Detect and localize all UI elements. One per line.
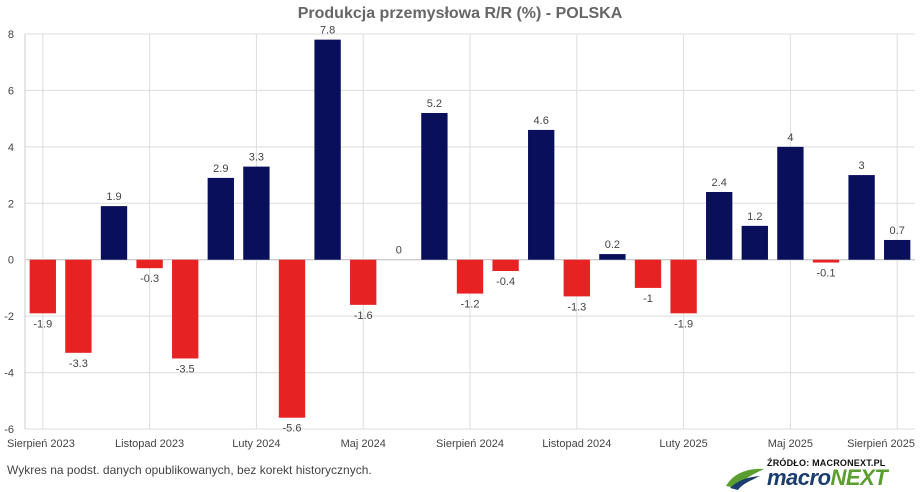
- bar-2025-06[interactable]: [812, 259, 840, 263]
- brand-wordmark-part2: NEXT: [830, 465, 888, 490]
- x-tick-label: Maj 2025: [768, 438, 813, 450]
- x-tick-label: Sierpień 2025: [847, 438, 915, 450]
- x-tick-label: Luty 2025: [659, 438, 707, 450]
- value-label: 2.9: [213, 163, 228, 175]
- chart-title: Produkcja przemysłowa R/R (%) - POLSKA: [297, 5, 623, 22]
- bar-2023-11[interactable]: [136, 259, 163, 269]
- bar-2024-11[interactable]: [563, 259, 590, 297]
- value-label: -1.6: [354, 310, 373, 322]
- bar-2025-01[interactable]: [634, 259, 662, 288]
- y-tick-label: 0: [8, 255, 14, 267]
- value-label: 0.7: [890, 225, 905, 237]
- source-label: ŹRÓDŁO: MACRONEXT.PL: [767, 458, 886, 468]
- y-tick-label: -4: [4, 368, 14, 380]
- value-label: -0.1: [817, 268, 836, 280]
- x-tick-label: Listopad 2023: [115, 438, 184, 450]
- value-label: 3: [859, 160, 865, 172]
- bar-2025-04[interactable]: [741, 225, 768, 260]
- bar-2025-07[interactable]: [848, 175, 875, 260]
- y-tick-label: -2: [4, 311, 14, 323]
- value-label: 0: [396, 245, 402, 257]
- value-label: -5.6: [283, 423, 302, 435]
- bar-2024-05[interactable]: [350, 259, 377, 305]
- bar-2023-08[interactable]: [29, 259, 56, 314]
- x-tick-label: Sierpień 2024: [436, 438, 504, 450]
- value-label: 5.2: [427, 98, 442, 110]
- bar-2024-02[interactable]: [243, 166, 270, 260]
- value-label: -1.9: [674, 318, 693, 330]
- value-label: -3.5: [176, 363, 195, 375]
- bar-2025-05[interactable]: [777, 146, 804, 260]
- grid-layer: [25, 33, 915, 430]
- value-label: -1.2: [461, 299, 480, 311]
- value-label: 4.6: [534, 115, 549, 127]
- bar-2024-09[interactable]: [492, 259, 519, 271]
- x-tick-label: Listopad 2024: [542, 438, 611, 450]
- bar-2024-08[interactable]: [456, 259, 484, 294]
- value-label: 4: [787, 132, 793, 144]
- value-label: 1.2: [747, 211, 762, 223]
- value-label: 0.2: [605, 239, 620, 251]
- bar-2024-10[interactable]: [528, 129, 555, 260]
- macronext-leaf-icon: [726, 468, 764, 490]
- bar-2025-02[interactable]: [670, 259, 697, 314]
- value-label: -1: [643, 293, 653, 305]
- y-tick-label: 6: [8, 85, 14, 97]
- y-tick-label: -6: [4, 424, 14, 436]
- y-tick-label: 4: [8, 142, 14, 154]
- value-label: 3.3: [249, 152, 264, 164]
- bar-layer: [29, 39, 911, 418]
- label-layer: -1.9 -3.3 1.9 -0.3 -3.5 2.9 3.3 -5.6 7.8 -1.6 0 5.2…: [33, 25, 905, 435]
- brand-wordmark: macroNEXT: [767, 465, 888, 491]
- macronext-logo: macroNEXT: [724, 465, 914, 492]
- bar-2024-01[interactable]: [207, 177, 234, 260]
- bar-2023-10[interactable]: [100, 206, 128, 260]
- x-tick-label: Sierpień 2023: [7, 438, 75, 450]
- value-label: -0.3: [140, 273, 159, 285]
- bar-2025-08[interactable]: [884, 239, 911, 260]
- bar-2024-12[interactable]: [599, 254, 626, 260]
- value-label: 1.9: [106, 191, 121, 203]
- x-tick-label: Maj 2024: [341, 438, 386, 450]
- bar-2023-12[interactable]: [172, 259, 199, 359]
- value-label: 7.8: [320, 25, 335, 37]
- bar-2024-04[interactable]: [314, 39, 341, 260]
- bar-2023-09[interactable]: [65, 259, 92, 353]
- value-label: -3.3: [69, 358, 88, 370]
- x-tick-label: Luty 2024: [232, 438, 280, 450]
- bar-2025-03[interactable]: [706, 192, 733, 260]
- value-label: 2.4: [712, 177, 727, 189]
- value-label: -1.9: [33, 318, 52, 330]
- chart-footnote: Wykres na podst. danych opublikowanych, …: [7, 463, 372, 477]
- brand-wordmark-part1: macro: [767, 465, 831, 490]
- bar-2024-03[interactable]: [278, 259, 306, 418]
- bar-2024-07[interactable]: [421, 113, 448, 260]
- y-tick-label: 2: [8, 198, 14, 210]
- value-label: -0.4: [496, 276, 515, 288]
- axis-layer: 8 6 4 2 0 -2 -4 -6 Sierpień 2023 Listopad 2023 Lut…: [4, 29, 915, 450]
- value-label: -1.3: [567, 301, 586, 313]
- y-tick-label: 8: [8, 29, 14, 41]
